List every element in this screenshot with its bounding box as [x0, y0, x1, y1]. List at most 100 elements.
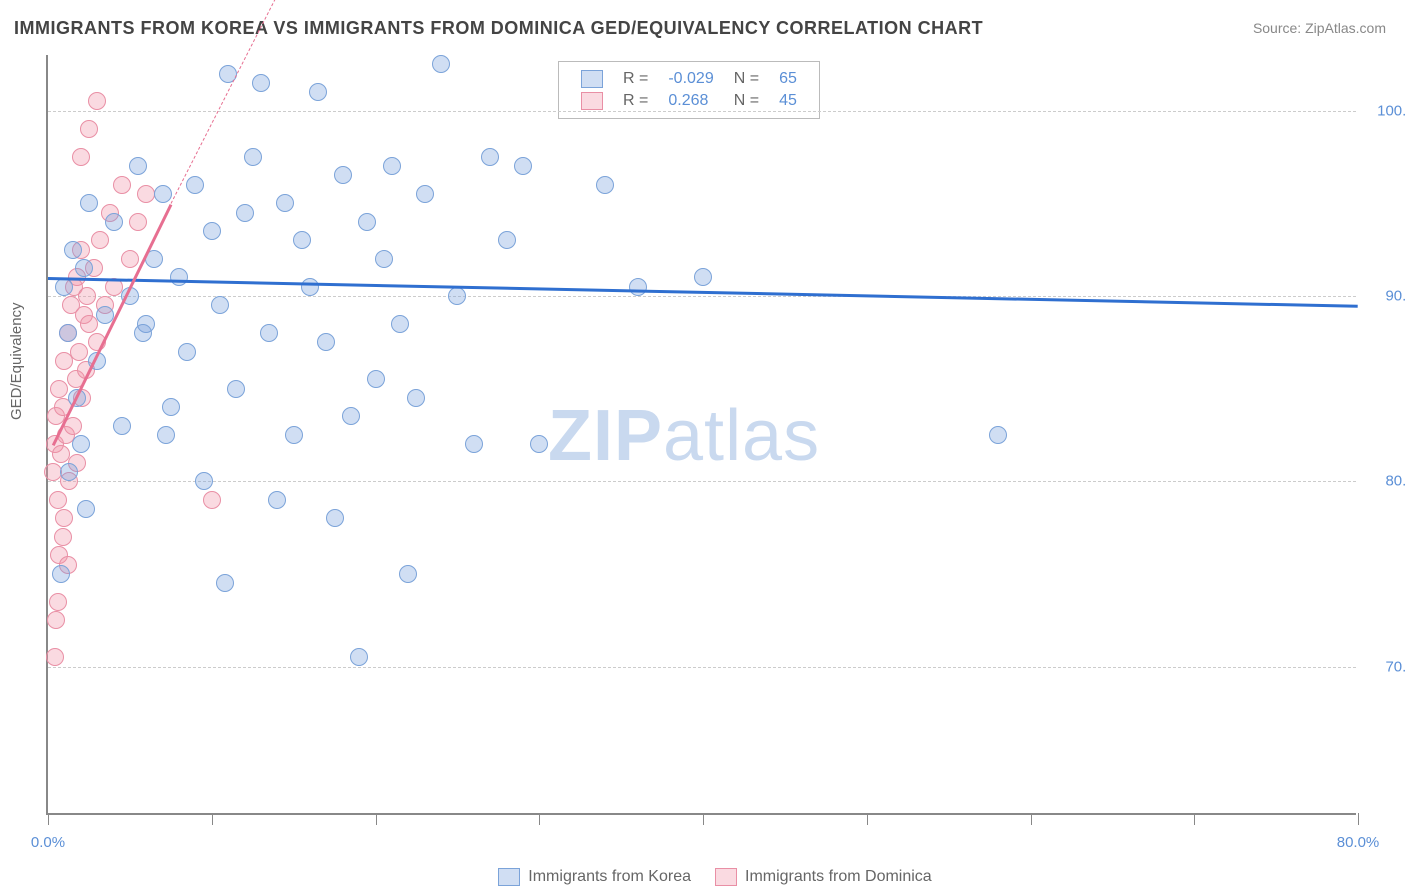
marker-korea	[186, 176, 204, 194]
marker-korea	[407, 389, 425, 407]
marker-korea	[465, 435, 483, 453]
marker-korea	[64, 241, 82, 259]
marker-korea	[59, 324, 77, 342]
marker-dominica	[78, 287, 96, 305]
legend-r-label: R =	[613, 68, 658, 90]
marker-korea	[530, 435, 548, 453]
marker-korea	[252, 74, 270, 92]
marker-korea	[157, 426, 175, 444]
marker-korea	[268, 491, 286, 509]
watermark: ZIPatlas	[548, 395, 820, 477]
legend-n-label: N =	[724, 68, 769, 90]
marker-korea	[227, 380, 245, 398]
gridline	[48, 296, 1356, 297]
legend-swatch	[715, 868, 737, 886]
legend-row: R =0.268N =45	[571, 90, 807, 112]
marker-dominica	[137, 185, 155, 203]
legend-swatch	[581, 70, 603, 88]
chart-title: IMMIGRANTS FROM KOREA VS IMMIGRANTS FROM…	[14, 18, 983, 39]
marker-korea	[203, 222, 221, 240]
marker-dominica	[46, 648, 64, 666]
marker-korea	[334, 166, 352, 184]
legend-label: Immigrants from Dominica	[745, 868, 932, 885]
marker-dominica	[203, 491, 221, 509]
x-tick	[1358, 813, 1359, 825]
marker-korea	[134, 324, 152, 342]
marker-korea	[342, 407, 360, 425]
marker-korea	[276, 194, 294, 212]
marker-korea	[399, 565, 417, 583]
marker-korea	[326, 509, 344, 527]
marker-korea	[55, 278, 73, 296]
marker-dominica	[49, 593, 67, 611]
watermark-zip: ZIP	[548, 396, 663, 476]
marker-dominica	[50, 380, 68, 398]
marker-korea	[236, 204, 254, 222]
y-axis-label: GED/Equivalency	[8, 302, 25, 420]
marker-dominica	[80, 120, 98, 138]
legend-r-value: -0.029	[658, 68, 723, 90]
marker-dominica	[47, 611, 65, 629]
scatter-plot: ZIPatlas R =-0.029N =65R =0.268N =45 70.…	[46, 55, 1356, 815]
marker-korea	[989, 426, 1007, 444]
marker-korea	[170, 268, 188, 286]
marker-korea	[391, 315, 409, 333]
marker-dominica	[70, 343, 88, 361]
marker-dominica	[49, 491, 67, 509]
marker-korea	[317, 333, 335, 351]
marker-dominica	[91, 231, 109, 249]
source-label: Source: ZipAtlas.com	[1253, 20, 1386, 36]
marker-korea	[211, 296, 229, 314]
marker-dominica	[129, 213, 147, 231]
gridline	[48, 667, 1356, 668]
marker-korea	[514, 157, 532, 175]
legend-n-value: 65	[769, 68, 807, 90]
marker-korea	[195, 472, 213, 490]
marker-dominica	[80, 315, 98, 333]
marker-korea	[309, 83, 327, 101]
marker-dominica	[44, 463, 62, 481]
x-tick-label: 0.0%	[31, 834, 65, 851]
gridline	[48, 481, 1356, 482]
x-tick	[1194, 813, 1195, 825]
marker-korea	[285, 426, 303, 444]
marker-korea	[629, 278, 647, 296]
marker-korea	[216, 574, 234, 592]
x-tick	[539, 813, 540, 825]
marker-korea	[301, 278, 319, 296]
marker-korea	[416, 185, 434, 203]
x-tick	[212, 813, 213, 825]
marker-korea	[481, 148, 499, 166]
marker-korea	[358, 213, 376, 231]
legend-swatch	[581, 92, 603, 110]
marker-korea	[498, 231, 516, 249]
legend-series: Immigrants from Korea Immigrants from Dom…	[0, 868, 1406, 886]
legend-swatch	[498, 868, 520, 886]
marker-dominica	[121, 250, 139, 268]
marker-korea	[596, 176, 614, 194]
y-tick-label: 90.0%	[1385, 287, 1406, 304]
marker-korea	[77, 500, 95, 518]
marker-korea	[178, 343, 196, 361]
legend-n-value: 45	[769, 90, 807, 112]
y-tick-label: 70.0%	[1385, 658, 1406, 675]
marker-dominica	[55, 509, 73, 527]
marker-korea	[113, 417, 131, 435]
legend-label: Immigrants from Korea	[528, 868, 691, 885]
marker-korea	[75, 259, 93, 277]
legend-r-label: R =	[613, 90, 658, 112]
x-tick	[703, 813, 704, 825]
marker-dominica	[52, 445, 70, 463]
marker-korea	[375, 250, 393, 268]
marker-korea	[293, 231, 311, 249]
marker-korea	[448, 287, 466, 305]
legend-n-label: N =	[724, 90, 769, 112]
marker-korea	[72, 435, 90, 453]
marker-korea	[162, 398, 180, 416]
marker-dominica	[72, 148, 90, 166]
x-tick	[1031, 813, 1032, 825]
marker-korea	[52, 565, 70, 583]
x-tick-label: 80.0%	[1337, 834, 1380, 851]
marker-korea	[80, 194, 98, 212]
marker-dominica	[54, 528, 72, 546]
